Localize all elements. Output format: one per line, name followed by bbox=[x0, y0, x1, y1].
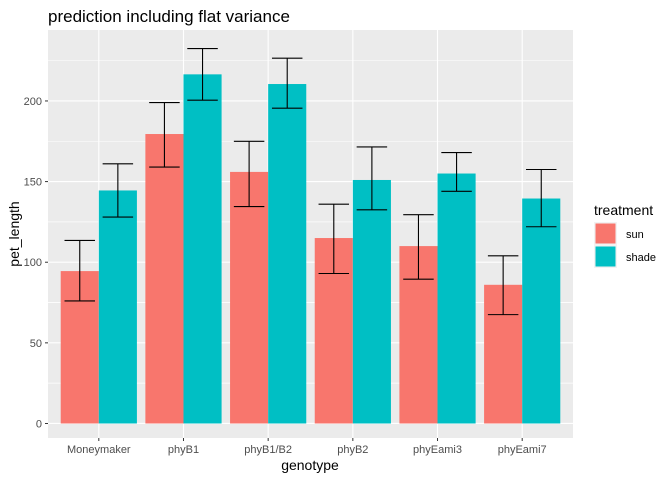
error-bar-sun-Moneymaker bbox=[64, 239, 95, 302]
y-tick-label: 100 bbox=[24, 257, 42, 269]
bar-shade-phyEami3 bbox=[437, 173, 476, 424]
legend-label-shade: shade bbox=[626, 252, 656, 264]
error-bar-shade-phyEami3 bbox=[441, 152, 472, 192]
error-bar-shade-Moneymaker bbox=[102, 163, 134, 218]
x-tick-label: Moneymaker bbox=[67, 444, 131, 456]
bar-shade-phyB1 bbox=[183, 74, 222, 424]
bar-shade-phyB2 bbox=[352, 179, 391, 424]
x-axis-title: genotype bbox=[281, 457, 339, 473]
y-tick-label: 0 bbox=[36, 418, 42, 430]
legend-swatch-sun bbox=[595, 223, 616, 244]
x-tick-label: phyB1 bbox=[168, 444, 199, 456]
error-bar-shade-phyB2 bbox=[356, 146, 388, 211]
bars bbox=[60, 74, 561, 424]
y-axis-title: pet_length bbox=[6, 201, 22, 266]
y-tick-label: 50 bbox=[30, 338, 42, 350]
legend-label-sun: sun bbox=[626, 229, 644, 241]
error-bar-shade-phyB1 bbox=[187, 47, 218, 101]
bar-shade-phyB1/B2 bbox=[268, 84, 307, 424]
error-bar-sun-phyEami7 bbox=[487, 255, 519, 316]
legend: treatment sun shade bbox=[594, 202, 656, 268]
bar-shade-phyEami7 bbox=[522, 198, 561, 424]
error-bars bbox=[64, 47, 557, 316]
error-bar-sun-phyB1/B2 bbox=[233, 140, 265, 208]
error-bar-shade-phyB1/B2 bbox=[271, 57, 303, 109]
legend-title: treatment bbox=[594, 202, 653, 218]
chart-title: prediction including flat variance bbox=[48, 7, 290, 26]
bar-shade-Moneymaker bbox=[98, 190, 137, 424]
x-axis: Moneymaker phyB1 phyB1/B2 phyB2 phyEami3 phyE… bbox=[67, 438, 547, 456]
legend-item-shade: shade bbox=[594, 245, 656, 268]
legend-item-sun: sun bbox=[594, 222, 644, 245]
y-tick-label: 150 bbox=[24, 177, 42, 189]
error-bar-shade-phyEami7 bbox=[526, 168, 557, 228]
x-tick-label: phyB1/B2 bbox=[244, 444, 292, 456]
x-tick-label: phyB2 bbox=[337, 444, 368, 456]
bar-sun-phyB1 bbox=[145, 134, 184, 424]
legend-swatch-shade bbox=[595, 246, 616, 267]
bar-sun-phyB1/B2 bbox=[230, 171, 269, 424]
error-bar-sun-phyB1 bbox=[149, 102, 180, 168]
y-tick-label: 200 bbox=[24, 96, 42, 108]
legend-items: sun shade bbox=[594, 222, 656, 268]
x-tick-label: phyEami7 bbox=[498, 444, 547, 456]
y-axis: 0 50 100 150 200 bbox=[24, 96, 48, 430]
error-bar-sun-phyEami3 bbox=[403, 214, 434, 280]
error-bar-sun-phyB2 bbox=[318, 203, 350, 275]
x-tick-label: phyEami3 bbox=[413, 444, 462, 456]
